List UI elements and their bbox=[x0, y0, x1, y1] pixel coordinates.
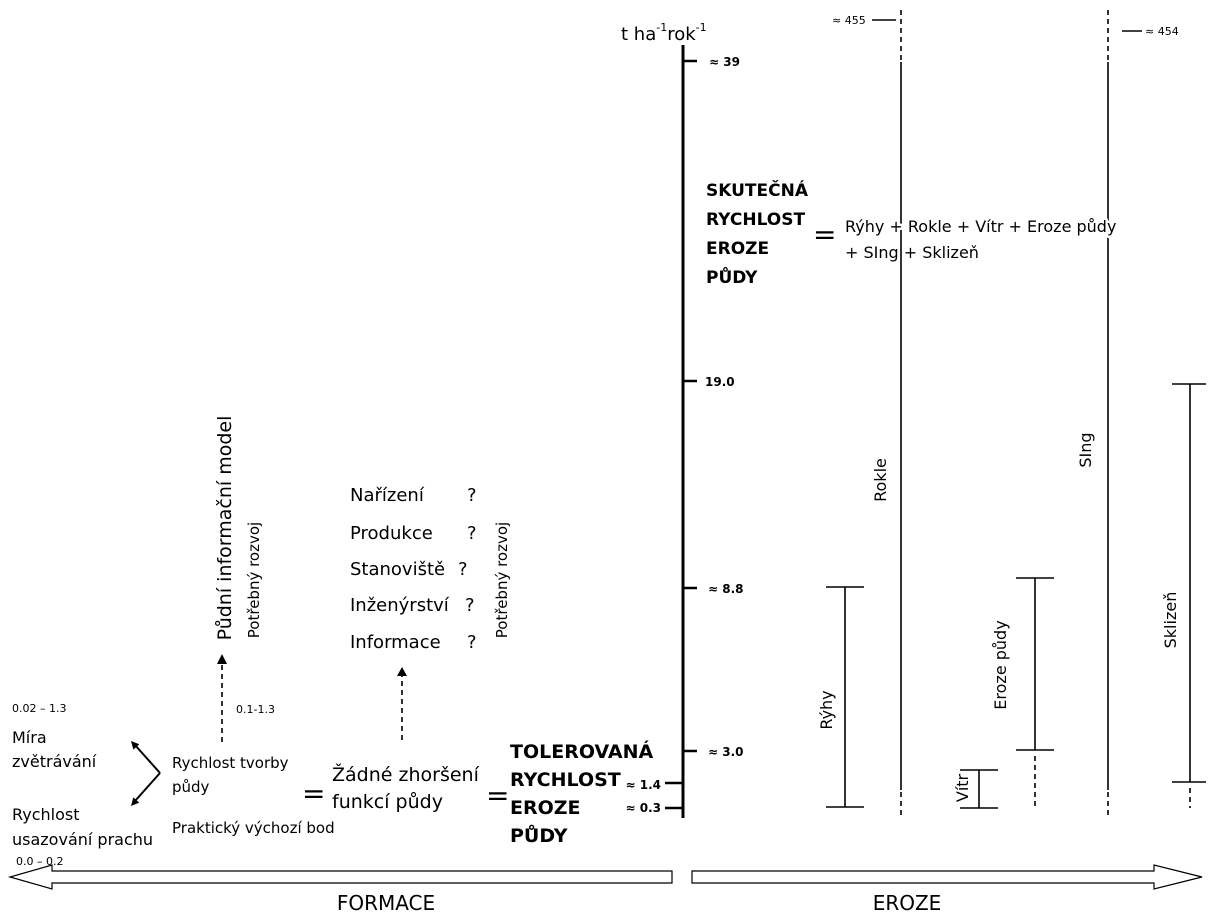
sing-upper-value: ≈ 454 bbox=[1145, 25, 1179, 38]
erosion-arrow-label: EROZE bbox=[873, 891, 942, 915]
tolerable-rate-title-line-4: PŮDY bbox=[510, 823, 568, 847]
question-item-regulation: Nařízení bbox=[350, 485, 425, 506]
tick-label-8-8: ≈ 8.8 bbox=[708, 582, 744, 596]
sklizen-label: Sklizeň bbox=[1161, 592, 1180, 649]
ryhy-label: Rýhy bbox=[817, 690, 836, 729]
actual-rate-title-line-1: SKUTEČNÁ bbox=[706, 179, 809, 201]
axis-unit-label: t ha-1rok-1 bbox=[621, 21, 707, 45]
questions-arrow-head bbox=[397, 667, 407, 676]
vitr-label: Vítr bbox=[953, 773, 972, 802]
question-mark-engineering: ? bbox=[465, 595, 475, 616]
rokle-upper-value: ≈ 455 bbox=[832, 14, 866, 27]
actual-rate-formula-line-1: Rýhy + Rokle + Vítr + Eroze půdy bbox=[845, 217, 1116, 236]
question-item-production: Produkce bbox=[350, 523, 433, 544]
tick-label-1-4: ≈ 1.4 bbox=[626, 778, 662, 792]
formation-equals-sign-1: = bbox=[302, 777, 325, 810]
dust-deposition-label-line-2: usazování prachu bbox=[12, 830, 153, 849]
rokle-label: Rokle bbox=[871, 458, 890, 502]
formation-direction-arrow bbox=[7, 864, 673, 890]
axis-unit-exponent-2: -1 bbox=[696, 21, 707, 34]
actual-rate-title-line-2: RYCHLOST bbox=[706, 210, 805, 230]
formation-equals-sign-2: = bbox=[486, 779, 509, 812]
questions-development-note: Potřebný rozvoj bbox=[493, 522, 511, 638]
axis-unit-base: t ha bbox=[621, 24, 656, 45]
tick-label-19: 19.0 bbox=[705, 375, 735, 389]
info-model-arrow-head bbox=[217, 654, 227, 664]
weathering-label-line-1: Míra bbox=[12, 728, 47, 747]
soil-information-model-label: Půdní informační model bbox=[214, 416, 236, 641]
tolerable-rate-title-line-2: RYCHLOST bbox=[510, 769, 621, 791]
actual-rate-title-line-3: EROZE bbox=[706, 239, 769, 259]
actual-rate-formula-line-2: + SIng + Sklizeň bbox=[845, 243, 979, 262]
question-mark-production: ? bbox=[467, 523, 477, 544]
eroze-pudy-label: Eroze půdy bbox=[991, 620, 1010, 709]
weathering-arrow-arm bbox=[134, 744, 161, 774]
dust-arrow-head bbox=[131, 797, 140, 806]
soil-formation-label-line-1: Rychlost tvorby bbox=[172, 754, 289, 772]
question-mark-habitat: ? bbox=[458, 559, 468, 580]
tolerable-rate-title-line-1: TOLEROVANÁ bbox=[510, 740, 653, 763]
question-item-habitat: Stanoviště bbox=[350, 559, 445, 580]
info-model-development-note: Potřebný rozvoj bbox=[245, 522, 263, 638]
weathering-arrow-head bbox=[131, 741, 140, 750]
question-item-information: Informace bbox=[350, 632, 441, 653]
formation-arrow-label: FORMACE bbox=[337, 891, 435, 915]
tick-label-0-3: ≈ 0.3 bbox=[626, 801, 662, 815]
actual-rate-equals-sign: = bbox=[813, 218, 836, 251]
tick-label-3-0: ≈ 3.0 bbox=[708, 745, 744, 759]
axis-unit-exponent-1: -1 bbox=[656, 21, 667, 34]
dust-deposition-range: 0.0 – 0.2 bbox=[16, 855, 63, 868]
question-mark-regulation: ? bbox=[467, 485, 477, 506]
question-item-engineering: Inženýrství bbox=[350, 595, 450, 616]
no-degradation-label-line-2: funkcí půdy bbox=[332, 791, 443, 813]
actual-rate-title-line-4: PŮDY bbox=[706, 265, 758, 288]
soil-formation-label-line-2: půdy bbox=[172, 778, 210, 796]
dust-arrow-arm bbox=[134, 772, 161, 802]
tolerable-rate-title-line-3: EROZE bbox=[510, 797, 581, 819]
question-mark-information: ? bbox=[467, 632, 477, 653]
weathering-range: 0.02 – 1.3 bbox=[12, 702, 66, 715]
weathering-label-line-2: zvětrávání bbox=[12, 752, 97, 771]
no-degradation-label-line-1: Žádné zhoršení bbox=[332, 763, 480, 786]
soil-formation-range: 0.1-1.3 bbox=[236, 703, 275, 716]
axis-unit-rok: rok bbox=[667, 24, 696, 45]
practical-starting-point-note: Praktický výchozí bod bbox=[172, 819, 335, 837]
dust-deposition-label-line-1: Rychlost bbox=[12, 805, 80, 824]
sing-label: SIng bbox=[1076, 432, 1095, 467]
erosion-direction-arrow bbox=[691, 864, 1203, 890]
tick-label-39: ≈ 39 bbox=[709, 55, 740, 69]
